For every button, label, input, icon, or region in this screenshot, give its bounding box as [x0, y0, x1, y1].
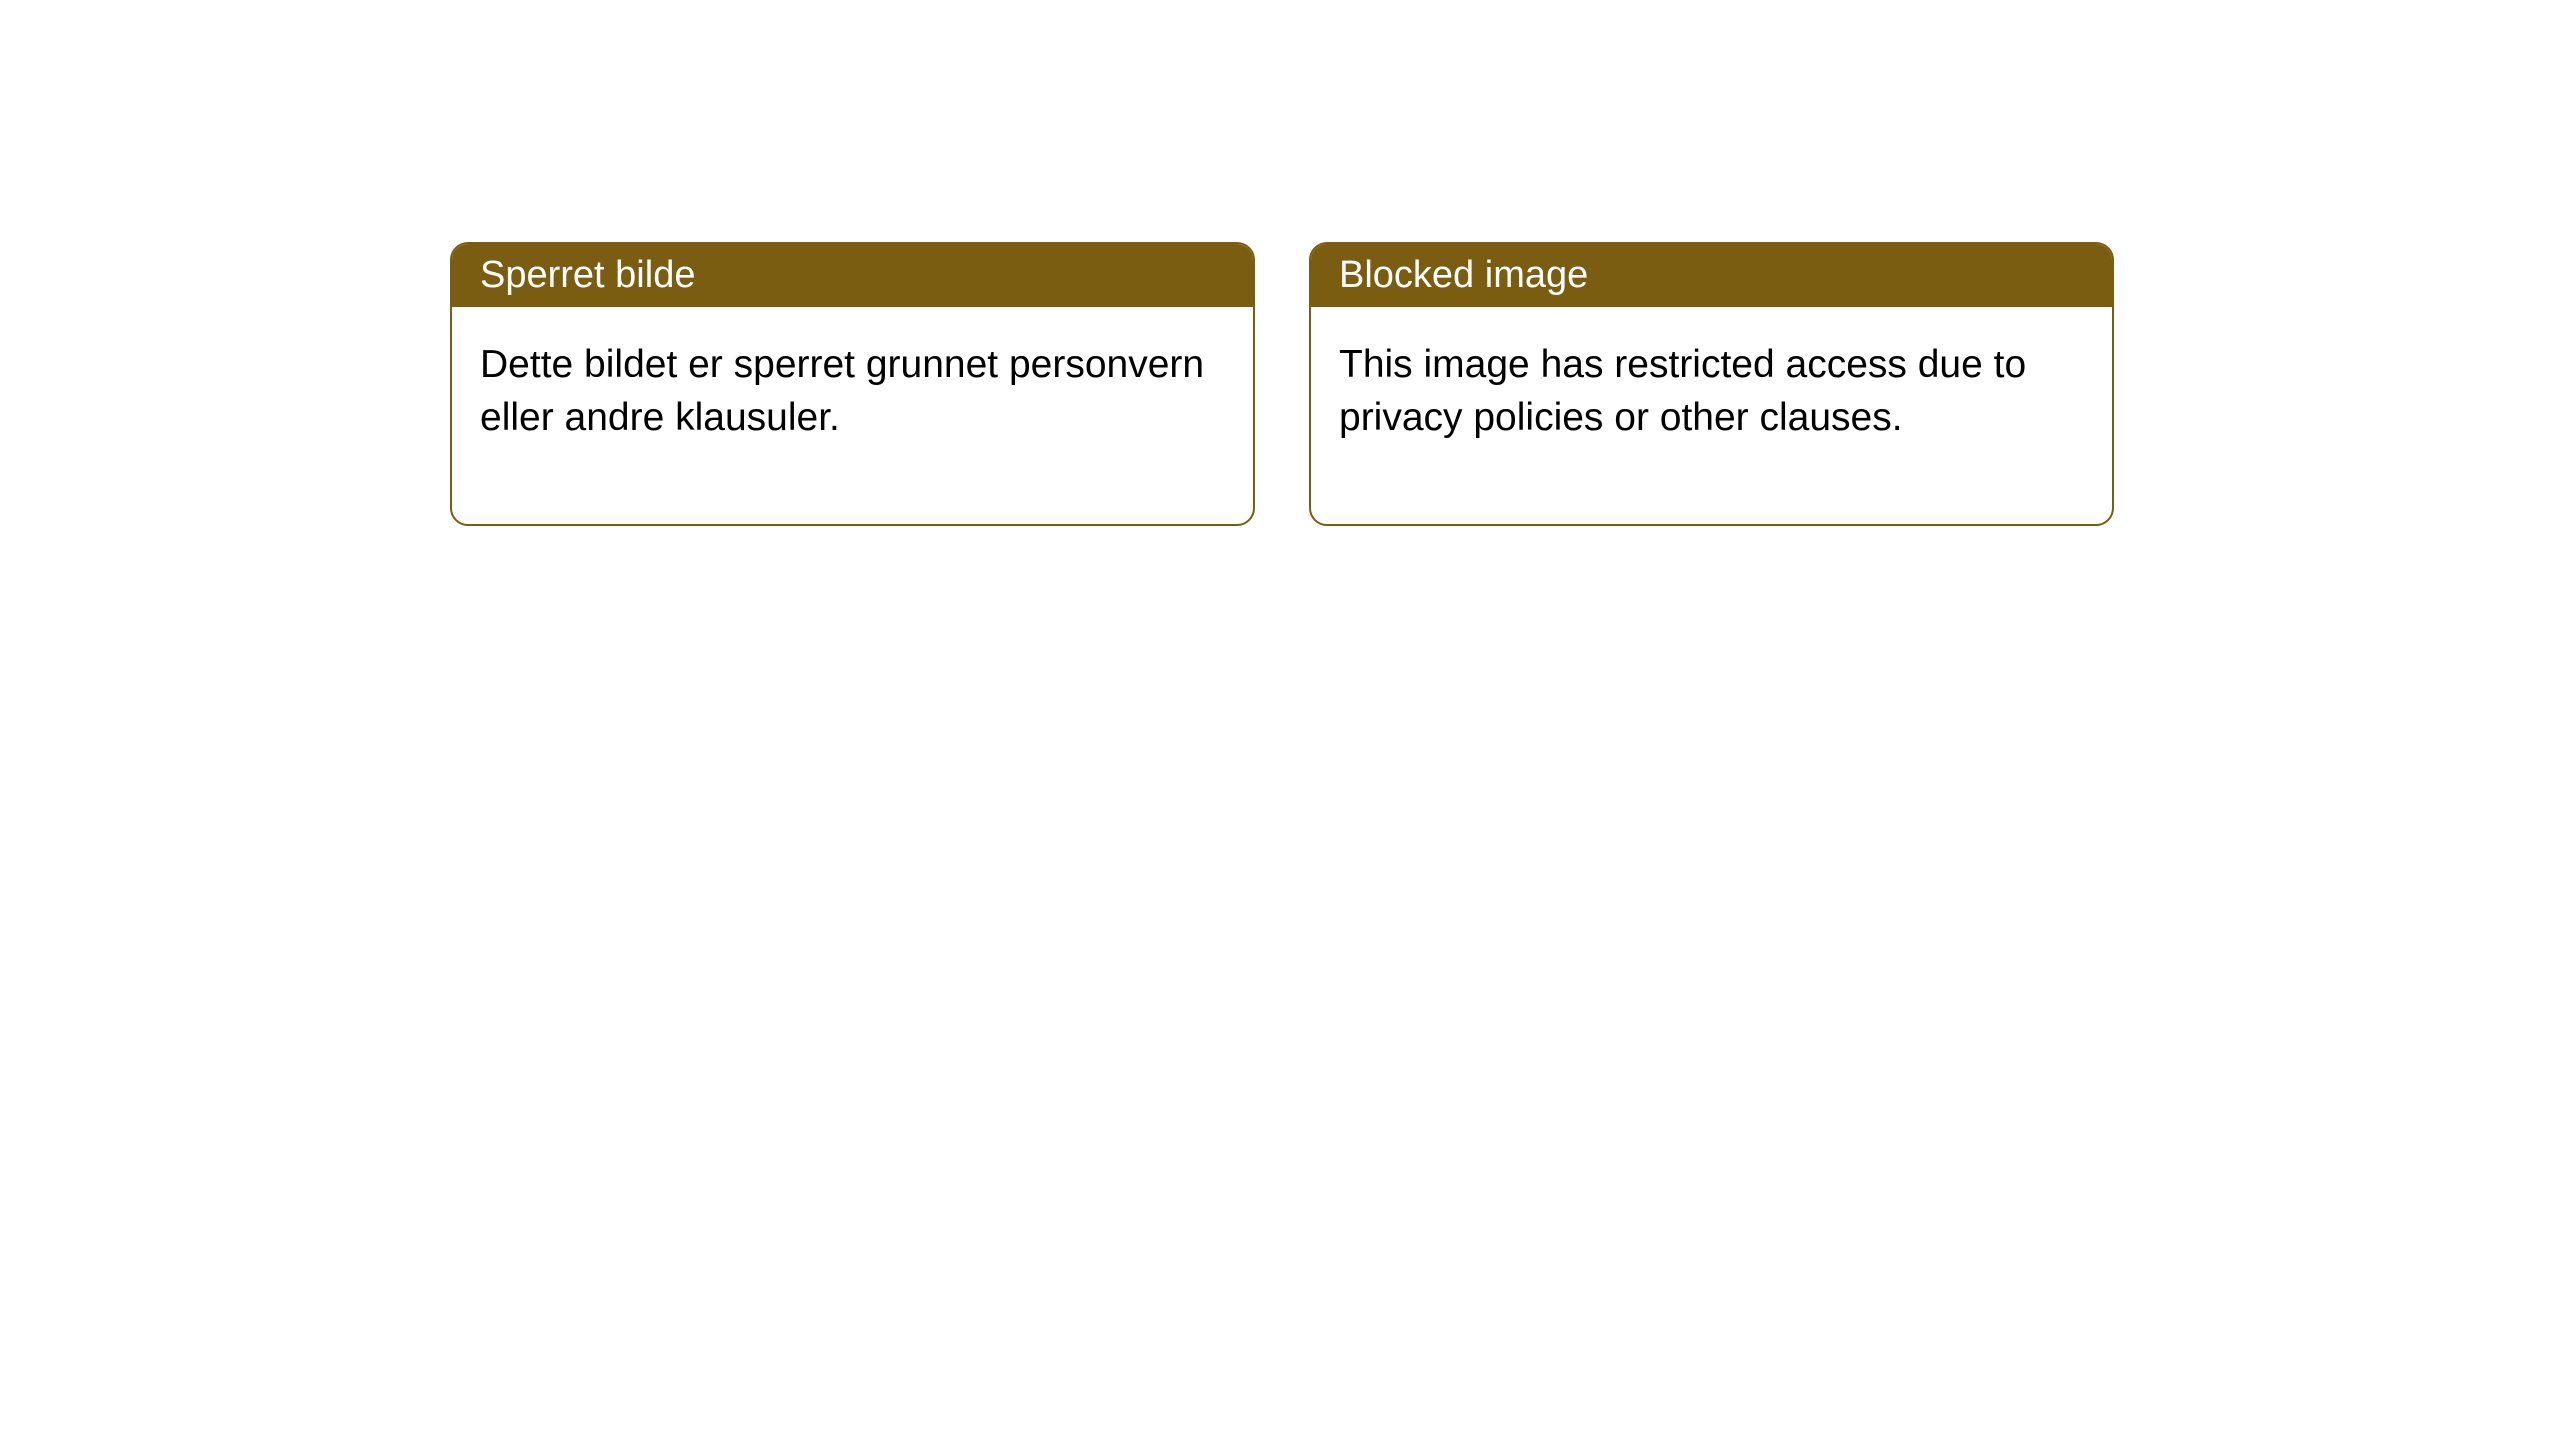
- blocked-image-card-norwegian: Sperret bilde Dette bildet er sperret gr…: [450, 242, 1255, 526]
- blocked-image-card-english: Blocked image This image has restricted …: [1309, 242, 2114, 526]
- card-message: Dette bildet er sperret grunnet personve…: [480, 343, 1204, 439]
- card-message: This image has restricted access due to …: [1339, 343, 2026, 439]
- card-body: Dette bildet er sperret grunnet personve…: [452, 307, 1253, 524]
- card-header: Sperret bilde: [452, 244, 1253, 307]
- card-body: This image has restricted access due to …: [1311, 307, 2112, 524]
- card-title: Sperret bilde: [480, 254, 695, 296]
- card-header: Blocked image: [1311, 244, 2112, 307]
- notice-container: Sperret bilde Dette bildet er sperret gr…: [0, 0, 2560, 526]
- card-title: Blocked image: [1339, 254, 1588, 296]
